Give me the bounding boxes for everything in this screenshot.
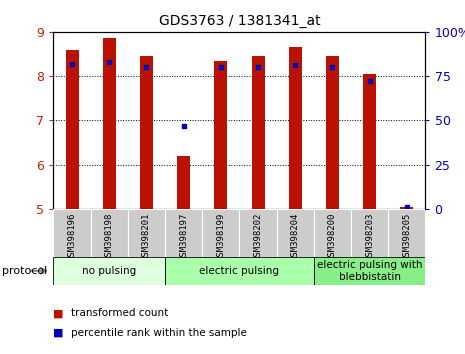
Text: GSM398205: GSM398205 bbox=[402, 213, 412, 261]
Text: GSM398204: GSM398204 bbox=[291, 213, 300, 261]
Bar bbox=[66, 50, 79, 209]
Text: percentile rank within the sample: percentile rank within the sample bbox=[71, 328, 247, 338]
Bar bbox=[326, 56, 339, 209]
Bar bbox=[91, 209, 128, 257]
Text: GSM398199: GSM398199 bbox=[216, 213, 226, 261]
Text: no pulsing: no pulsing bbox=[82, 266, 136, 276]
Text: electric pulsing with
blebbistatin: electric pulsing with blebbistatin bbox=[317, 260, 422, 282]
Bar bbox=[289, 47, 302, 209]
Bar bbox=[363, 74, 376, 209]
Text: electric pulsing: electric pulsing bbox=[199, 266, 279, 276]
Text: GSM398201: GSM398201 bbox=[142, 213, 151, 261]
Text: ■: ■ bbox=[53, 308, 64, 318]
Bar bbox=[53, 257, 165, 285]
Bar bbox=[314, 209, 351, 257]
Bar bbox=[177, 156, 190, 209]
Bar bbox=[165, 209, 202, 257]
Text: GSM398202: GSM398202 bbox=[253, 213, 263, 261]
Bar bbox=[53, 209, 91, 257]
Bar bbox=[239, 209, 277, 257]
Title: GDS3763 / 1381341_at: GDS3763 / 1381341_at bbox=[159, 14, 320, 28]
Text: GSM398200: GSM398200 bbox=[328, 213, 337, 261]
Bar bbox=[140, 56, 153, 209]
Bar bbox=[202, 209, 239, 257]
Text: ■: ■ bbox=[53, 328, 64, 338]
Bar bbox=[165, 257, 314, 285]
Bar bbox=[277, 209, 314, 257]
Text: GSM398196: GSM398196 bbox=[67, 213, 77, 261]
Text: GSM398203: GSM398203 bbox=[365, 213, 374, 261]
Bar bbox=[351, 209, 388, 257]
Bar bbox=[388, 209, 425, 257]
Text: transformed count: transformed count bbox=[71, 308, 168, 318]
Bar bbox=[214, 61, 227, 209]
Bar bbox=[400, 207, 413, 209]
Bar bbox=[103, 39, 116, 209]
Bar bbox=[314, 257, 425, 285]
Bar bbox=[252, 56, 265, 209]
Text: GSM398197: GSM398197 bbox=[179, 213, 188, 261]
Text: GSM398198: GSM398198 bbox=[105, 213, 114, 261]
Text: protocol: protocol bbox=[2, 266, 47, 276]
Bar bbox=[128, 209, 165, 257]
